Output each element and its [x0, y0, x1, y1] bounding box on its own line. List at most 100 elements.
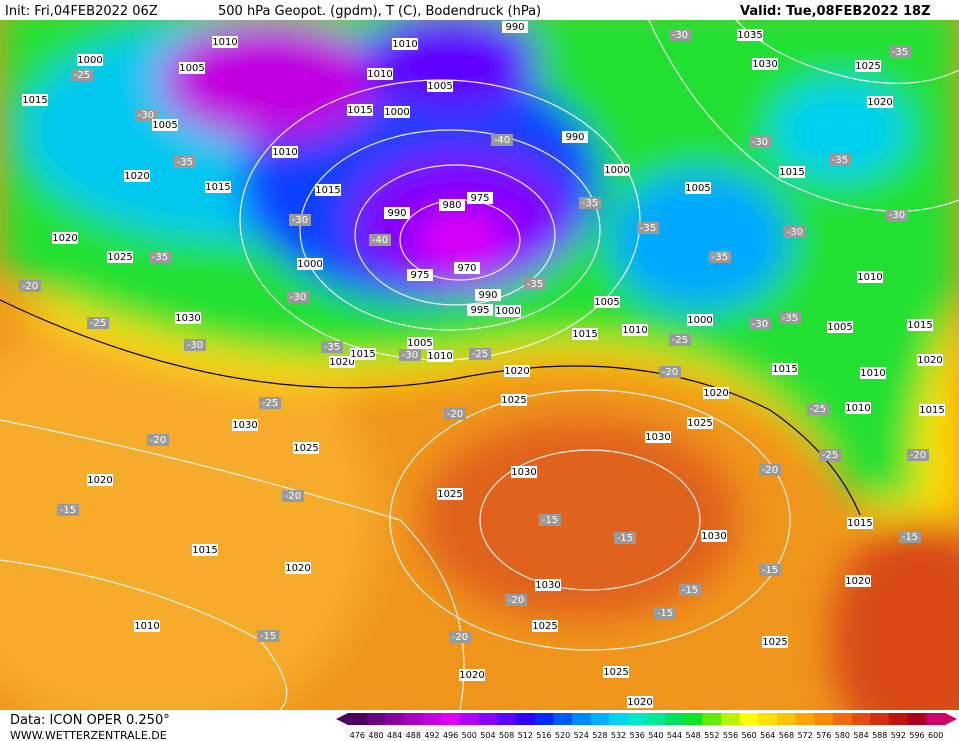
isobar-label-bg	[439, 199, 465, 211]
colorbar-tick-label: 548	[686, 731, 701, 740]
temperature-label: -35	[324, 342, 340, 353]
temperature-label: -20	[508, 595, 524, 606]
isobar-label: 1005	[152, 120, 177, 131]
temperature-label-bg	[469, 348, 491, 360]
isobar-label-bg	[384, 106, 410, 118]
isobar-label: 1020	[124, 171, 149, 182]
isobar-label: 1025	[855, 61, 880, 72]
isobar-label-bg	[293, 442, 319, 454]
colorbar-tick-label: 596	[909, 731, 924, 740]
temperature-label: -30	[138, 110, 154, 121]
isobar-label-bg	[504, 365, 530, 377]
isobar-label-bg	[847, 517, 873, 529]
isobar-label-bg	[437, 488, 463, 500]
colorbar-tick-label: 516	[536, 731, 551, 740]
isobar-label-bg	[622, 324, 648, 336]
isobar-label-bg	[212, 36, 238, 48]
temperature-label-bg	[135, 109, 157, 121]
colorbar-tick-label: 500	[462, 731, 477, 740]
colorbar-cell	[385, 713, 405, 725]
temperature-label: -30	[672, 30, 688, 41]
temperature-label: -25	[822, 450, 838, 461]
temperature-label: -30	[402, 350, 418, 361]
temperature-label-bg	[829, 154, 851, 166]
init-text: Init: Fri,04FEB2022 06Z	[5, 4, 158, 19]
isobar-label-bg	[384, 207, 410, 219]
temperature-label-bg	[289, 214, 311, 226]
colorbar-cell	[497, 713, 517, 725]
isobar-label-bg	[367, 68, 393, 80]
isobar-label-bg	[845, 402, 871, 414]
temperature-label: -20	[447, 409, 463, 420]
isobar-label: 1000	[297, 259, 322, 270]
isobar-label-bg	[857, 271, 883, 283]
temperature-label-bg	[287, 291, 309, 303]
temperature-label-bg	[759, 564, 781, 576]
temperature-label: -30	[752, 137, 768, 148]
isobar-label: 1030	[511, 467, 536, 478]
colorbar-cell	[403, 713, 424, 725]
title-text: 500 hPa Geopot. (gpdm), T (C), Bodendruc…	[218, 4, 541, 19]
temperature-label-bg	[184, 339, 206, 351]
isobar-label-bg	[134, 620, 160, 632]
temperature-label: -35	[177, 157, 193, 168]
temperature-label: -30	[889, 210, 905, 221]
colorbar-cell	[777, 713, 797, 725]
temperature-label: -35	[582, 198, 598, 209]
isobar-label-bg	[454, 262, 480, 274]
colorbar-tick-label: 584	[853, 731, 868, 740]
isobar-label: 975	[470, 193, 489, 204]
isobar-label: 1005	[427, 81, 452, 92]
temperature-label-bg	[19, 280, 41, 292]
isobar-label: 1010	[212, 37, 237, 48]
colorbar-tick-label: 504	[480, 731, 495, 740]
temperature-label: -15	[682, 585, 698, 596]
temperature-label-bg	[807, 403, 829, 415]
isobar-label-bg	[845, 575, 871, 587]
temperature-label-bg	[57, 504, 79, 516]
temperature-label-bg	[749, 318, 771, 330]
isobar-label: 1020	[867, 97, 892, 108]
colorbar-arrow-left	[336, 713, 348, 725]
isobar-label: 1010	[134, 621, 159, 632]
colorbar-cell	[534, 713, 554, 725]
colorbar-tick-label: 480	[368, 731, 383, 740]
isobar-label: 1010	[860, 368, 885, 379]
colorbar-cell	[683, 713, 703, 725]
isobar-label: 1000	[687, 315, 712, 326]
isobar-label-bg	[192, 544, 218, 556]
isobar-label-bg	[603, 666, 629, 678]
isobar-label: 1015	[572, 329, 597, 340]
temperature-label: -30	[292, 215, 308, 226]
isobar-label-bg	[627, 696, 653, 708]
temperature-label: -20	[762, 465, 778, 476]
isobar-label: 1020	[504, 366, 529, 377]
temperature-label: -30	[290, 292, 306, 303]
colorbar-cell	[665, 713, 685, 725]
isobar-label-bg	[52, 232, 78, 244]
temperature-label: -40	[372, 235, 388, 246]
colorbar-cell	[609, 713, 629, 725]
isobar-label: 995	[470, 305, 489, 316]
colorbar-tick-label: 536	[630, 731, 645, 740]
isobar-label: 1010	[622, 325, 647, 336]
isobar-label-bg	[467, 304, 493, 316]
temperature-label: -20	[150, 435, 166, 446]
temperature-label: -25	[672, 335, 688, 346]
temperature-label: -35	[152, 252, 168, 263]
isobar-label: 1015	[847, 518, 872, 529]
isobar-label: 975	[410, 270, 429, 281]
temperature-label-bg	[369, 234, 391, 246]
isobar-label: 1020	[87, 475, 112, 486]
isobar-label: 1010	[392, 39, 417, 50]
isobar-label: 990	[478, 290, 497, 301]
temperature-label: -30	[187, 340, 203, 351]
isobar-label: 970	[457, 263, 476, 274]
colorbar-tick-label: 528	[592, 731, 607, 740]
isobar-label-bg	[701, 530, 727, 542]
temperature-label: -20	[910, 450, 926, 461]
isobar-label-bg	[179, 62, 205, 74]
isobar-label: 1020	[845, 576, 870, 587]
